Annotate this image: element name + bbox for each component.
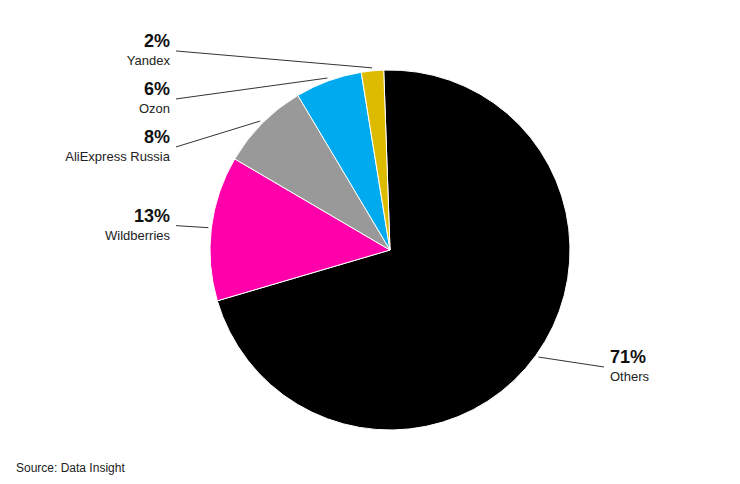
slice-label: Ozon [139,101,170,116]
slice-percent: 6% [144,79,170,99]
slice-percent: 71% [610,347,646,367]
slices [210,70,570,430]
slice-percent: 13% [134,206,170,226]
leader-line [176,51,372,68]
leader-line [176,78,327,99]
slice-label: Yandex [127,53,171,68]
slice-percent: 8% [144,127,170,147]
slice-label: Wildberries [105,228,171,243]
slice-label: AliExpress Russia [65,149,171,164]
pie-slice [361,70,390,250]
source-note: Source: Data Insight [16,461,125,475]
slice-label: Others [610,369,650,384]
leader-line [538,357,604,367]
leader-line [176,226,208,228]
labels: 2% Yandex 6% Ozon 8% AliExpress Russia 13% Wild… [65,31,649,384]
slice-percent: 2% [144,31,170,51]
chart: 2% Yandex 6% Ozon 8% AliExpress Russia 13% Wild… [0,0,740,484]
leader-line [176,121,260,147]
